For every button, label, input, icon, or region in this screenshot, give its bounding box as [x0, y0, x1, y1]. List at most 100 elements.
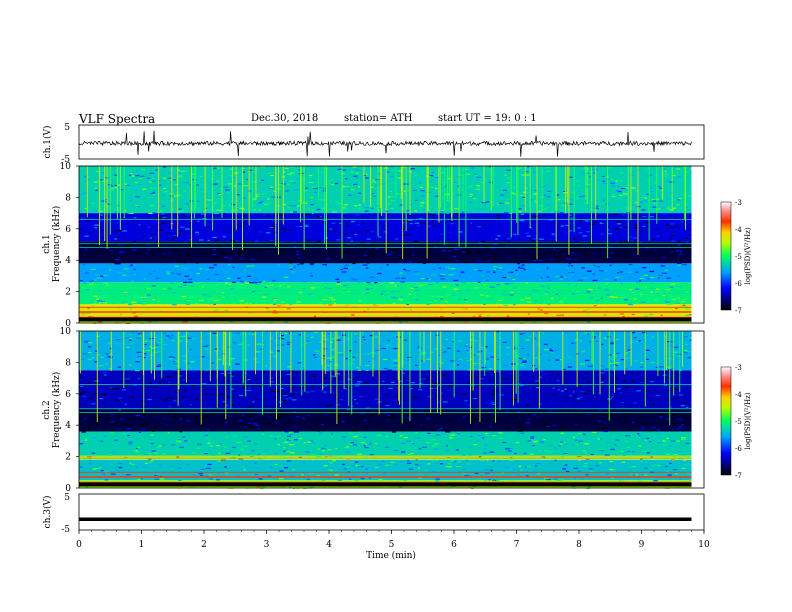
spectrogram-cell — [213, 377, 216, 379]
spectrogram-cell — [345, 358, 348, 360]
spectrogram-cell — [574, 465, 577, 467]
spectrogram-cell — [571, 210, 575, 213]
spectrogram-cell — [453, 391, 456, 394]
spectrogram-cell — [407, 426, 413, 428]
spectrogram-cell — [337, 168, 342, 170]
spectrogram-cell — [385, 438, 390, 440]
spectrogram-cell — [588, 176, 592, 178]
spectrogram-cell — [246, 206, 251, 208]
spectrogram-cell — [600, 297, 603, 299]
spectrogram-cell — [560, 390, 565, 392]
spectrogram-cell — [553, 391, 559, 393]
spectrogram-cell — [549, 279, 552, 281]
spectrogram-cell — [173, 363, 179, 365]
spectrogram-cell — [662, 440, 666, 442]
spectrogram-cell — [464, 198, 470, 200]
spectrogram-cell — [628, 474, 633, 476]
spectrogram-cell — [224, 421, 228, 423]
spectrogram-cell — [551, 371, 554, 373]
spectrogram-cell — [465, 448, 469, 451]
spectrogram-cell — [564, 302, 568, 304]
spectrogram-cell — [664, 300, 668, 302]
spectrogram-cell — [338, 456, 343, 459]
spectrogram-cell — [610, 178, 614, 180]
spectrogram-cell — [646, 437, 650, 440]
spectrogram-cell — [150, 239, 154, 241]
spectrogram-cell — [498, 267, 503, 269]
spectrogram-cell — [334, 182, 339, 185]
spectrogram-cell — [470, 313, 475, 315]
spectrogram-cell — [215, 239, 220, 241]
spectrogram-cell — [457, 461, 462, 463]
spectrogram-cell — [425, 379, 429, 381]
spectrogram-cell — [393, 415, 396, 418]
spectrogram-cell — [519, 219, 524, 221]
spectrogram-cell — [147, 461, 152, 464]
spectrogram-cell — [84, 176, 88, 178]
spectrogram-cell — [251, 242, 254, 244]
spectrogram-cell — [166, 397, 171, 399]
spectrogram-cell — [496, 215, 500, 217]
spectrogram-cell — [607, 402, 613, 404]
spectrogram-cell — [324, 398, 329, 401]
spectrogram-cell — [512, 278, 516, 281]
spectrogram-cell — [407, 228, 410, 230]
spectrogram-cell — [277, 412, 280, 414]
spectrogram-cell — [284, 167, 289, 169]
spectrogram-cell — [166, 371, 170, 373]
ch1-colorbar-tick: -6 — [735, 280, 742, 288]
spectrogram-cell — [330, 436, 335, 439]
spectrogram-cell — [512, 304, 516, 306]
spectrogram-cell — [432, 382, 436, 384]
spectrogram-cell — [643, 315, 649, 317]
spectrogram-cell — [502, 441, 507, 444]
spectrogram-cell — [420, 378, 426, 380]
spectrogram-cell — [669, 406, 673, 408]
spectrogram-cell — [150, 460, 154, 462]
spectrogram-cell — [685, 314, 690, 317]
spectrogram-cell — [574, 410, 577, 413]
spectrogram-cell — [119, 462, 122, 465]
spectrogram-cell — [263, 293, 269, 296]
spectrogram-cell — [628, 271, 632, 273]
spectrogram-cell — [485, 402, 490, 404]
spectrogram-cell — [503, 401, 508, 403]
spectrogram-cell — [609, 295, 614, 298]
spectrogram-band-1 — [79, 459, 692, 481]
spectrogram-cell — [568, 214, 572, 216]
spectrogram-cell — [313, 263, 318, 265]
spectrogram-cell — [611, 469, 616, 471]
spectrogram-cell — [264, 201, 268, 203]
spectrogram-cell — [625, 435, 631, 437]
ch1-ytick-label: 6 — [65, 225, 71, 235]
spectrogram-cell — [389, 282, 395, 284]
spectrogram-cell — [574, 402, 579, 404]
spectrogram-cell — [556, 304, 560, 306]
spectrogram-cell — [279, 337, 285, 340]
spectrogram-cell — [480, 258, 484, 260]
spectrogram-cell — [467, 382, 472, 384]
spectrogram-cell — [96, 241, 100, 243]
spectrogram-cell — [567, 265, 571, 267]
spectrogram-cell — [244, 385, 249, 387]
spectrogram-cell — [547, 410, 552, 412]
spectrogram-cell — [222, 403, 227, 405]
spectrogram-cell — [431, 428, 435, 430]
spectrogram-cell — [202, 294, 207, 296]
spectrogram-cell — [639, 259, 643, 261]
spectrogram-cell — [668, 345, 674, 347]
spectrogram-cell — [167, 370, 171, 372]
spectrogram-cell — [163, 343, 168, 346]
spectrogram-cell — [97, 362, 101, 364]
spectrogram-cell — [449, 434, 455, 436]
spectrogram-cell — [133, 338, 138, 341]
spectrogram-cell — [519, 357, 523, 360]
spectrogram-cell — [353, 341, 357, 343]
spectrogram-cell — [639, 201, 643, 203]
spectrogram-cell — [506, 177, 510, 179]
spectrogram-cell — [110, 413, 115, 415]
spectrogram-cell — [649, 216, 654, 218]
spectrogram-cell — [482, 303, 486, 305]
spectrogram-cell — [244, 226, 248, 228]
spectrogram-cell — [457, 350, 460, 352]
